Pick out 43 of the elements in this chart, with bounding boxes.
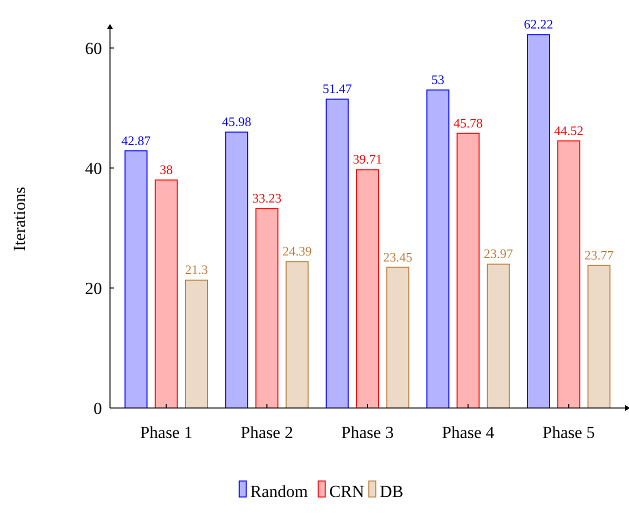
bar <box>255 208 278 408</box>
bar <box>557 140 580 408</box>
data-label: 33.23 <box>252 190 282 206</box>
x-tick-label: Phase 2 <box>240 423 294 442</box>
data-label: 45.98 <box>222 114 252 130</box>
bar <box>124 150 148 408</box>
bar <box>526 34 550 408</box>
data-label: 23.97 <box>484 246 514 262</box>
data-label: 45.78 <box>453 115 483 130</box>
data-label: 38 <box>160 162 173 177</box>
x-tick-label: Phase 1 <box>140 423 192 442</box>
y-tick-label: 0 <box>94 399 102 418</box>
x-tick-label: Phase 3 <box>341 423 394 442</box>
y-tick-label: 40 <box>85 159 102 178</box>
legend-label: Random <box>250 482 308 501</box>
bar <box>486 264 510 408</box>
bar <box>326 98 349 408</box>
data-label: 23.45 <box>383 249 412 264</box>
data-label: 44.52 <box>554 122 584 138</box>
data-label: 23.77 <box>584 247 614 262</box>
data-label: 53 <box>431 72 444 87</box>
y-tick-label: 60 <box>85 39 102 58</box>
data-label: 21.3 <box>185 262 208 278</box>
y-tick-label: 20 <box>85 279 102 298</box>
bar <box>225 132 248 408</box>
data-label: 39.71 <box>352 152 382 167</box>
bar <box>587 264 610 408</box>
bar <box>386 266 410 408</box>
x-tick-label: Phase 4 <box>442 423 495 442</box>
bar <box>426 90 450 408</box>
data-label: 24.39 <box>282 244 312 259</box>
x-tick-label: Phase 5 <box>542 423 595 442</box>
legend-label: CRN <box>329 482 364 501</box>
legend-label: DB <box>380 482 404 501</box>
data-label: 42.87 <box>121 132 152 148</box>
bar <box>356 169 379 408</box>
data-label: 62.22 <box>524 16 554 32</box>
bar <box>185 280 208 408</box>
bar <box>286 261 309 408</box>
y-axis-title: Iterations <box>10 186 29 252</box>
data-label: 51.47 <box>322 81 352 96</box>
bar <box>154 180 178 408</box>
bar <box>456 132 480 408</box>
